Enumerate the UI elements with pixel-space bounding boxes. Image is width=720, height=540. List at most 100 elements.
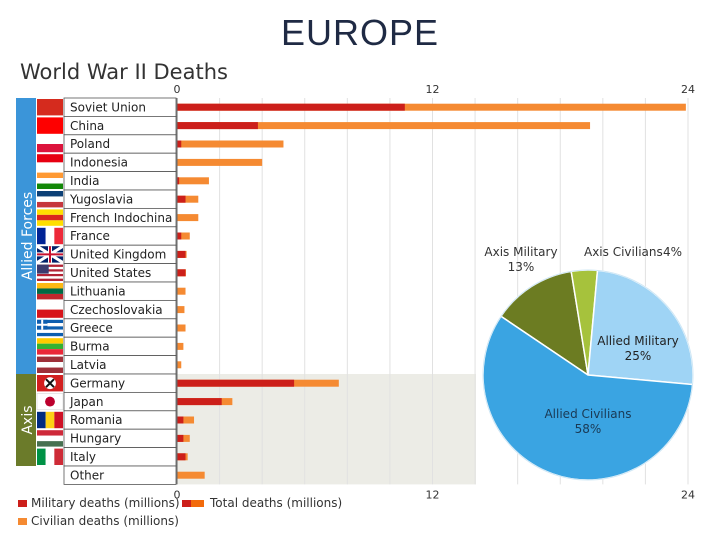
- military-bar: [177, 122, 258, 130]
- country-label: United States: [70, 266, 151, 280]
- country-label: China: [70, 119, 104, 133]
- flag-icon: [37, 411, 63, 429]
- flag-stripe: [37, 301, 63, 310]
- country-label: India: [70, 174, 99, 188]
- legend-swatch: [191, 500, 204, 507]
- country-label: Burma: [70, 340, 110, 354]
- flag-stripe: [37, 201, 63, 208]
- military-bar: [177, 103, 405, 111]
- legend-label: Civilian deaths (millions): [31, 514, 179, 528]
- flag-icon: [37, 135, 63, 153]
- legend-label: Total deaths (millions): [209, 496, 342, 510]
- country-label: Japan: [69, 395, 103, 409]
- country-label: Hungary: [70, 432, 121, 446]
- flag-icon: [37, 448, 63, 465]
- flag-stripe: [37, 227, 46, 245]
- country-label: Poland: [70, 137, 110, 151]
- total-bar: [177, 103, 686, 111]
- flag-stripe: [45, 448, 55, 465]
- flag-disc: [45, 396, 55, 407]
- flag-stripe: [37, 441, 63, 447]
- flag-icon: [37, 227, 63, 245]
- flag-stripe: [37, 172, 63, 179]
- pie-percent: 13%: [508, 260, 535, 274]
- flag-stripe: [37, 269, 63, 272]
- pie-label: Axis Military: [484, 245, 557, 259]
- flag-icon: [37, 191, 63, 208]
- x-tick-label-top: 12: [426, 83, 440, 96]
- total-bar: [177, 122, 591, 130]
- flag-stripe: [37, 329, 63, 333]
- x-tick-label-bottom: 12: [426, 488, 440, 501]
- country-label: France: [70, 229, 110, 243]
- flag-icon: [37, 430, 63, 447]
- pie-label: Allied Military: [597, 334, 678, 348]
- total-bar: [177, 471, 205, 479]
- flag-stripe: [37, 448, 46, 465]
- flag-stripe: [37, 264, 63, 267]
- flag-stripe: [37, 99, 63, 116]
- flag-stripe: [54, 448, 63, 465]
- legend-label: Military deaths (millions): [31, 496, 180, 510]
- total-bar: [177, 195, 199, 203]
- total-bar: [177, 287, 186, 295]
- military-bar: [177, 232, 182, 240]
- flag-stripe: [37, 435, 63, 442]
- country-label: United Kingdom: [70, 248, 166, 262]
- flag-stripe: [37, 144, 63, 153]
- chart-title: World War II Deaths: [20, 60, 228, 84]
- flag-stripe: [37, 266, 63, 270]
- total-bar: [177, 342, 184, 350]
- flag-stripe: [37, 319, 63, 324]
- flag-stripe: [37, 154, 63, 163]
- legend-swatch: [18, 500, 27, 507]
- total-bar: [177, 214, 199, 222]
- bar-chart: World War II Deaths Allied Forces Axis Sovi…: [16, 60, 695, 528]
- flag-icon: [37, 99, 63, 116]
- flag-stripe: [37, 283, 63, 289]
- military-bar: [177, 269, 186, 277]
- flag-stripe: [37, 276, 63, 279]
- flag-icon: [37, 117, 63, 134]
- flag-icon: [36, 244, 64, 264]
- flag-stripe: [37, 162, 63, 171]
- flag-stripe: [37, 214, 63, 221]
- military-bar: [177, 177, 180, 185]
- country-label-box: [63, 465, 177, 485]
- flag-stripe: [45, 227, 55, 245]
- flag-stripe: [37, 326, 63, 330]
- flag-icon: [37, 319, 63, 337]
- flag-cross: [37, 246, 63, 263]
- flag-stripe: [37, 196, 63, 202]
- allied-forces-label: Allied Forces: [20, 192, 36, 280]
- flag-icon: [37, 154, 63, 171]
- total-bar: [177, 416, 195, 424]
- pie-percent: 4%: [663, 245, 682, 259]
- total-bar: [177, 158, 263, 166]
- flag-stripe: [37, 117, 63, 134]
- flag-icon: [37, 264, 63, 281]
- x-tick-label-top: 24: [681, 83, 695, 96]
- x-tick-label-bottom: 0: [174, 488, 181, 501]
- flag-icon: [36, 393, 64, 411]
- flag-stripe: [37, 362, 63, 368]
- total-bar: [177, 324, 186, 332]
- flag-stripe: [37, 356, 63, 363]
- country-label: Greece: [70, 321, 113, 335]
- country-label: Romania: [70, 413, 122, 427]
- flag-stripe: [37, 183, 63, 189]
- pie-label: Axis Civilians: [584, 245, 663, 259]
- flag-stripe: [37, 273, 63, 277]
- total-bar: [177, 232, 190, 240]
- military-bar: [177, 379, 295, 387]
- military-bar: [177, 453, 186, 461]
- flag-stripe: [37, 323, 63, 327]
- flag-stripe: [37, 293, 63, 300]
- flag-stripe: [45, 411, 55, 429]
- flag-stripe: [37, 343, 63, 350]
- flag-icon: [37, 375, 63, 392]
- military-bar: [177, 195, 186, 203]
- flag-icon: [37, 209, 63, 226]
